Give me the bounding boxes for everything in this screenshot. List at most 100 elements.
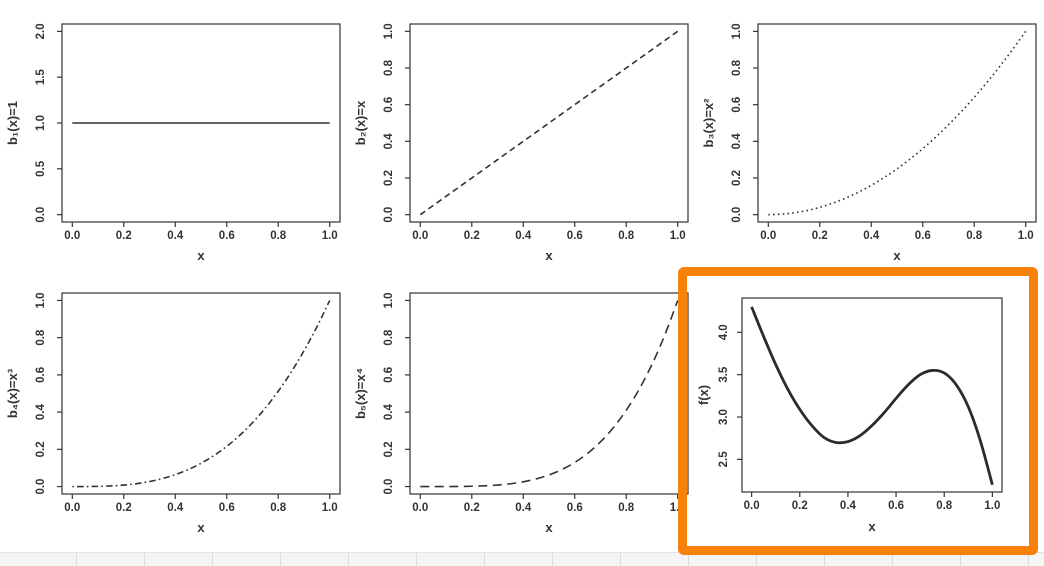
x-tick-label: 0.6 [219,502,235,514]
x-axis-b1: 0.0 0.2 0.4 0.6 0.8 1.0 [64,222,338,242]
x-tick-label: 0.4 [515,230,532,242]
x-axis-title-f: x [868,519,876,534]
x-tick-label: 0.0 [744,500,760,512]
x-tick-label: 1.0 [670,230,686,242]
y-axis-f: 2.5 3.0 3.5 4.0 [718,324,742,467]
chart-svg-b4: 0.0 0.2 0.4 0.6 0.8 1.0 x 0.0 0.2 0.4 0.6 0.8 1.0 b₄(… [5,292,341,535]
plot-panel-fx: 0.0 0.2 0.4 0.6 0.8 1.0 x 2.5 3.0 3.5 4.0 f(x) [696,270,1044,566]
y-tick-label: 0.4 [731,133,743,150]
x-tick-label: 0.0 [64,502,80,514]
plot-panel-b4: 0.0 0.2 0.4 0.6 0.8 1.0 x 0.0 0.2 0.4 0.6 0.8 1.0 b₄(… [0,270,348,566]
plot-panel-b1: 0.0 0.2 0.4 0.6 0.8 1.0 x 0.0 0.5 1.0 1.5 2.0 b₁(x)=… [0,0,348,266]
y-tick-label: 1.0 [383,23,395,39]
y-tick-label: 0.8 [383,329,395,346]
y-tick-label: 0.6 [383,97,395,113]
x-axis-b5: 0.0 0.2 0.4 0.6 0.8 1.0 [412,494,686,514]
x-tick-label: 0.6 [219,230,235,242]
x-tick-label: 0.4 [863,230,880,242]
y-tick-label: 0.2 [731,170,743,186]
x-tick-label: 1.0 [322,502,338,514]
y-tick-label: 1.5 [35,69,47,86]
y-tick-label: 0.4 [383,133,395,150]
x-tick-label: 0.2 [464,502,480,514]
x-tick-label: 0.4 [167,230,184,242]
x-tick-label: 0.8 [936,500,953,512]
y-tick-label: 0.0 [35,207,47,223]
y-tick-label: 0.2 [383,170,395,186]
x-axis-b3: 0.0 0.2 0.4 0.6 0.8 1.0 [760,222,1034,242]
x-tick-label: 0.8 [618,230,635,242]
x-tick-label: 0.2 [464,230,480,242]
plot-panel-b3: 0.0 0.2 0.4 0.6 0.8 1.0 x 0.0 0.2 0.4 0.6 0.8 1.0 b₃(… [696,0,1044,266]
y-tick-label: 0.0 [383,207,395,223]
x-tick-label: 1.0 [322,230,338,242]
x-axis-title-b3: x [893,248,901,263]
y-axis-title-b3: b₃(x)=x² [701,98,716,148]
x-axis-b4: 0.0 0.2 0.4 0.6 0.8 1.0 [64,494,338,514]
y-axis-title-b2: b₂(x)=x [353,100,368,145]
x-tick-label: 0.2 [116,230,132,242]
x-tick-label: 0.2 [116,502,132,514]
y-tick-label: 1.0 [35,115,47,131]
x-tick-label: 0.4 [840,500,857,512]
curve-b2 [419,30,679,216]
x-axis-title-b5: x [545,520,553,535]
curve-f [750,306,994,486]
y-tick-label: 0.2 [383,441,395,457]
y-tick-label: 0.0 [383,479,395,495]
chart-svg-b5: 0.0 0.2 0.4 0.6 0.8 1.0 x 0.0 0.2 0.4 0.6 0.8 1.0 b₅(… [353,292,689,535]
y-axis-title-b5: b₅(x)=x⁴ [353,368,368,419]
x-tick-label: 0.6 [888,500,904,512]
y-tick-label: 0.2 [35,441,47,457]
y-tick-label: 0.4 [35,404,47,421]
x-tick-label: 0.0 [412,502,428,514]
y-tick-label: 0.6 [35,367,47,383]
y-axis-b4: 0.0 0.2 0.4 0.6 0.8 1.0 [35,292,62,495]
y-axis-title-f: f(x) [696,385,711,405]
x-axis-title-b2: x [545,248,553,263]
plot-box-b3 [757,23,1037,223]
curve-b5 [420,300,679,488]
y-tick-label: 2.0 [35,23,47,39]
y-axis-b2: 0.0 0.2 0.4 0.6 0.8 1.0 [383,23,410,223]
x-tick-label: 0.8 [270,230,287,242]
x-tick-label: 0.8 [966,230,983,242]
plot-box-b4 [61,292,341,495]
plot-box-f [741,297,1003,493]
y-tick-label: 2.5 [718,451,730,468]
spreadsheet-row-strip [0,552,1044,566]
y-axis-b5: 0.0 0.2 0.4 0.6 0.8 1.0 [383,292,410,495]
plot-panel-b5: 0.0 0.2 0.4 0.6 0.8 1.0 x 0.0 0.2 0.4 0.6 0.8 1.0 b₅(… [348,270,696,566]
plot-box-b2 [409,23,689,223]
y-tick-label: 1.0 [35,292,47,308]
x-tick-label: 0.0 [412,230,428,242]
x-tick-label: 0.6 [915,230,931,242]
chart-svg-b1: 0.0 0.2 0.4 0.6 0.8 1.0 x 0.0 0.5 1.0 1.5 2.0 b₁(x)=… [5,23,341,263]
y-tick-label: 1.0 [731,23,743,39]
curve-b3 [768,30,1027,216]
x-tick-label: 0.0 [64,230,80,242]
x-tick-label: 0.0 [760,230,776,242]
x-tick-label: 0.2 [792,500,808,512]
x-axis-b2: 0.0 0.2 0.4 0.6 0.8 1.0 [412,222,686,242]
x-tick-label: 0.4 [167,502,184,514]
y-tick-label: 4.0 [718,324,730,340]
x-tick-label: 0.6 [567,502,583,514]
x-tick-label: 0.6 [567,230,583,242]
y-tick-label: 0.6 [731,97,743,113]
y-tick-label: 1.0 [383,292,395,308]
y-axis-title-b1: b₁(x)=1 [5,101,20,145]
y-axis-b3: 0.0 0.2 0.4 0.6 0.8 1.0 [731,23,758,223]
x-axis-title-b1: x [197,248,205,263]
y-tick-label: 0.8 [383,59,395,76]
y-axis-title-b4: b₄(x)=x³ [5,368,20,418]
x-tick-label: 0.2 [812,230,828,242]
y-axis-b1: 0.0 0.5 1.0 1.5 2.0 [35,23,62,223]
plot-box-b5 [409,292,689,495]
x-tick-label: 0.4 [515,502,532,514]
y-tick-label: 0.0 [731,207,743,223]
y-tick-label: 0.6 [383,367,395,383]
chart-svg-f: 0.0 0.2 0.4 0.6 0.8 1.0 x 2.5 3.0 3.5 4.0 f(x) [696,297,1003,534]
y-tick-label: 0.5 [35,160,47,177]
